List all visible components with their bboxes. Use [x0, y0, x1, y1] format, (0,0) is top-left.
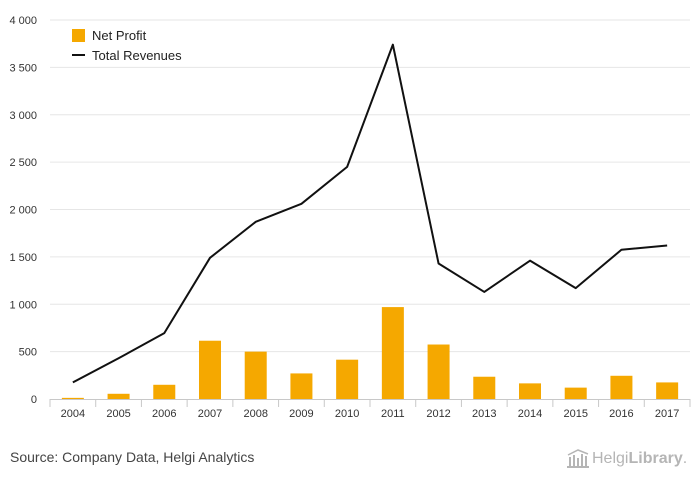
source-note: Source: Company Data, Helgi Analytics — [10, 449, 255, 465]
y-tick-label: 3 500 — [9, 62, 37, 74]
x-tick-label: 2010 — [335, 408, 359, 420]
y-axis-ticks: 0 500 1 000 1 500 2 000 2 500 3 000 3 500 4 000 — [9, 15, 37, 406]
x-tick-label: 2016 — [609, 408, 633, 420]
y-tick-label: 500 — [19, 347, 37, 359]
bar-net-profit — [61, 397, 84, 399]
y-tick-label: 1 500 — [9, 252, 37, 264]
x-tick-label: 2006 — [152, 408, 176, 420]
bar-net-profit — [199, 340, 221, 399]
y-tick-label: 1 000 — [9, 299, 37, 311]
y-tick-label: 4 000 — [9, 15, 37, 27]
y-tick-label: 2 000 — [9, 205, 37, 217]
logo-text-regular: Helgi — [592, 450, 629, 467]
logo-text-suffix: . — [682, 450, 688, 467]
bar-net-profit — [336, 359, 359, 399]
x-tick-label: 2012 — [426, 408, 450, 420]
legend-label-total-revenues: Total Revenues — [92, 48, 182, 63]
line-series — [72, 43, 668, 384]
x-tick-label: 2017 — [655, 408, 679, 420]
logo-text: HelgiLibrary. — [592, 450, 687, 468]
x-tick-label: 2005 — [106, 408, 130, 420]
logo-text-bold: Library — [628, 450, 683, 467]
y-tick-label: 0 — [31, 394, 37, 406]
x-tick-label: 2007 — [198, 408, 222, 420]
bar-net-profit — [427, 344, 450, 399]
bar-net-profit — [564, 387, 587, 399]
bar-net-profit — [107, 393, 130, 399]
x-tick-label: 2014 — [518, 408, 542, 420]
bar-net-profit — [656, 382, 679, 399]
bar-net-profit — [381, 307, 404, 399]
bar-net-profit — [610, 375, 633, 399]
library-building-icon — [567, 449, 589, 468]
bar-net-profit — [244, 351, 267, 399]
x-tick-label: 2011 — [381, 408, 405, 420]
bar-net-profit — [153, 384, 176, 399]
x-tick-label: 2009 — [289, 408, 313, 420]
bar-net-profit — [519, 383, 541, 399]
x-tick-label: 2015 — [563, 408, 587, 420]
legend-label-net-profit: Net Profit — [92, 28, 147, 43]
x-axis-ticks: 2004 2005 2006 2007 2008 2009 2010 2011 2012 2013… — [61, 408, 680, 420]
legend: Net Profit Total Revenues — [72, 28, 182, 63]
helgi-library-logo: HelgiLibrary. — [566, 449, 687, 469]
x-tick-label: 2013 — [472, 408, 496, 420]
y-tick-label: 2 500 — [9, 157, 37, 169]
y-tick-label: 3 000 — [9, 110, 37, 122]
x-axis — [49, 399, 691, 407]
legend-swatch-net-profit — [72, 29, 85, 42]
gridlines — [50, 19, 690, 353]
bar-net-profit — [290, 373, 313, 399]
line-total-revenues — [72, 43, 668, 384]
bar-net-profit — [473, 376, 496, 399]
x-tick-label: 2004 — [61, 408, 85, 420]
bar-series — [61, 307, 679, 399]
x-tick-label: 2008 — [243, 408, 267, 420]
